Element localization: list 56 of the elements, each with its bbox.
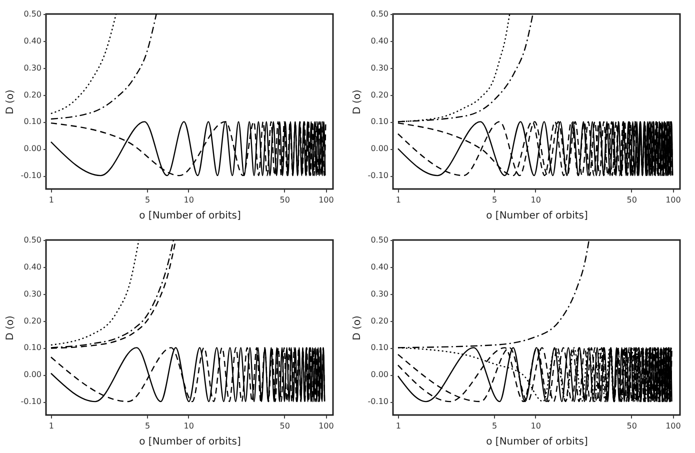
x-tick-label: 10	[530, 422, 541, 430]
x-axis-title: o [Number of orbits]	[139, 210, 241, 222]
y-tick-label: 0.30	[24, 63, 42, 72]
y-tick-label: -0.10	[368, 397, 388, 406]
x-tick-label: 50	[280, 196, 290, 204]
y-tick-label: 0.40	[370, 262, 388, 272]
y-tick-label: 0.50	[24, 236, 42, 244]
y-tick-label: 0.20	[24, 316, 42, 326]
y-tick-label: 0.50	[370, 10, 388, 18]
x-axis-title: o [Number of orbits]	[486, 436, 588, 448]
x-tick-label: 50	[626, 422, 637, 430]
y-tick-label: 0.10	[370, 343, 388, 352]
x-tick-label: 100	[666, 422, 681, 430]
y-tick-label: 0.00	[370, 144, 388, 154]
x-tick-label: 5	[492, 422, 498, 430]
x-axis-title: o [Number of orbits]	[139, 436, 241, 448]
x-tick-label: 100	[318, 422, 334, 430]
x-tick-label: 50	[626, 196, 637, 204]
y-tick-label: 0.40	[370, 36, 388, 46]
x-tick-label: 100	[666, 196, 681, 204]
x-tick-label: 5	[144, 422, 150, 430]
y-tick-label: 0.40	[24, 36, 42, 46]
x-tick-label: 10	[184, 422, 194, 430]
x-tick-label: 1	[48, 196, 54, 204]
y-tick-label: -0.10	[20, 171, 42, 180]
y-axis-title: D (o)	[352, 90, 363, 114]
x-tick-label: 1	[396, 422, 402, 430]
y-axis-title: D (o)	[4, 90, 16, 114]
y-tick-label: -0.10	[20, 397, 42, 406]
x-tick-label: 10	[184, 196, 194, 204]
x-tick-label: 100	[318, 196, 334, 204]
y-tick-label: 0.30	[370, 63, 388, 72]
x-tick-label: 1	[48, 422, 54, 430]
x-tick-label: 1	[396, 196, 402, 204]
y-tick-label: 0.50	[24, 10, 42, 18]
y-tick-label: 0.20	[24, 90, 42, 100]
y-tick-label: 0.30	[370, 289, 388, 298]
y-tick-label: 0.40	[24, 262, 42, 272]
y-tick-label: 0.00	[24, 144, 42, 154]
y-axis-title: D (o)	[4, 316, 16, 340]
x-tick-label: 10	[530, 196, 541, 204]
x-tick-label: 5	[144, 196, 150, 204]
y-tick-label: 0.00	[370, 370, 388, 380]
y-tick-label: 0.10	[24, 117, 42, 126]
x-tick-label: 50	[280, 422, 290, 430]
x-axis-title: o [Number of orbits]	[486, 210, 588, 222]
y-tick-label: 0.20	[370, 316, 388, 326]
y-tick-label: 0.50	[370, 236, 388, 244]
y-tick-label: -0.10	[368, 171, 388, 180]
y-tick-label: 0.10	[370, 117, 388, 126]
y-tick-label: 0.10	[24, 343, 42, 352]
y-axis-title: D (o)	[352, 316, 363, 340]
x-tick-label: 5	[492, 196, 498, 204]
y-tick-label: 0.20	[370, 90, 388, 100]
y-tick-label: 0.30	[24, 289, 42, 298]
y-tick-label: 0.00	[24, 370, 42, 380]
